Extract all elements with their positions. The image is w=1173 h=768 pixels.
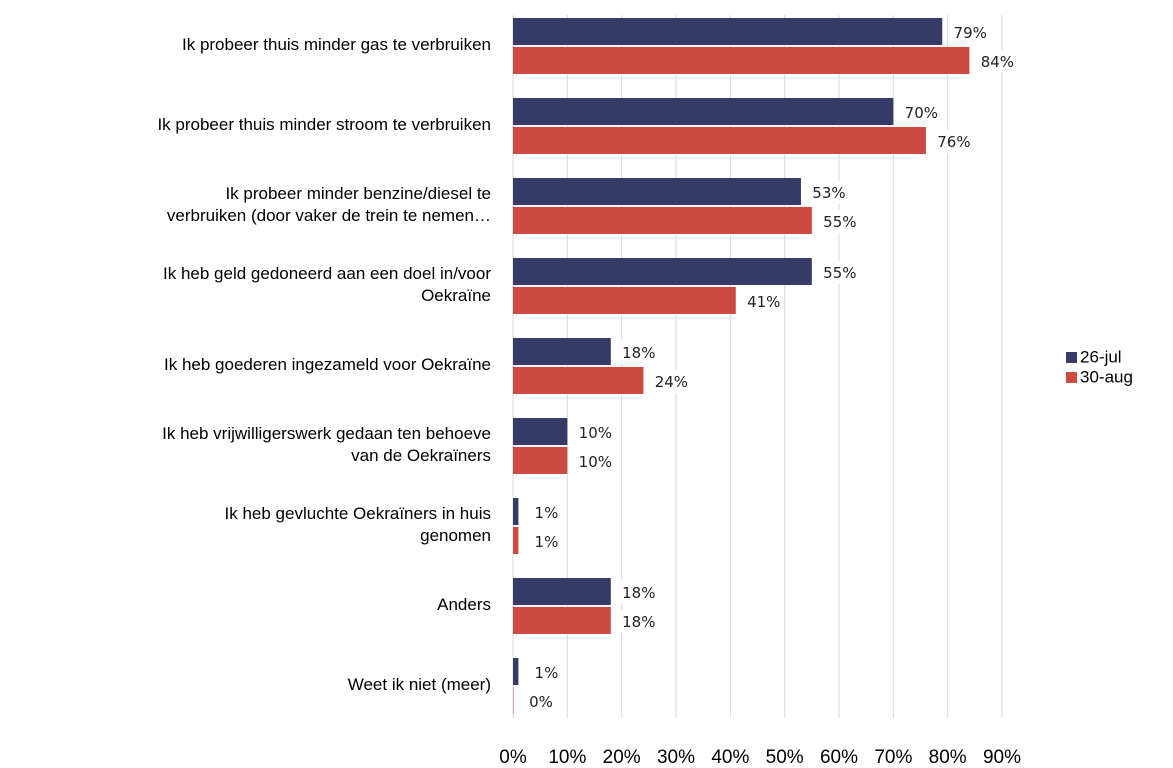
value-label: 55% (823, 264, 856, 282)
value-label-bg (902, 101, 941, 124)
value-label-bg (527, 501, 566, 524)
value-label-bg (820, 261, 859, 284)
category-label: Ik probeer thuis minder stroom te verbru… (157, 115, 491, 134)
category-label: Weet ik niet (meer) (348, 675, 491, 694)
value-label: 1% (535, 504, 559, 522)
value-label: 41% (747, 293, 780, 311)
bar (513, 687, 514, 714)
bar (513, 367, 644, 394)
value-label-bg (652, 370, 691, 393)
value-label: 10% (579, 453, 612, 471)
value-label: 79% (954, 24, 987, 42)
bar (513, 127, 926, 154)
value-label: 53% (812, 184, 845, 202)
bar (513, 178, 801, 205)
category-label: Anders (437, 595, 491, 614)
legend-label: 30-aug (1080, 367, 1133, 386)
bar (513, 658, 519, 685)
x-tick-label: 20% (603, 747, 641, 768)
bar (513, 287, 736, 314)
value-label-bg (576, 450, 615, 473)
x-tick-label: 90% (983, 747, 1021, 768)
bar (513, 258, 812, 285)
legend-label: 26-jul (1080, 347, 1122, 366)
x-tick-label: 0% (499, 747, 527, 768)
value-label-bg (820, 210, 859, 233)
value-label-bg (978, 50, 1017, 73)
value-label-bg (619, 610, 658, 633)
legend-swatch (1066, 352, 1077, 363)
category-label: Ik heb geld gedoneerd aan een doel in/vo… (163, 264, 491, 305)
bar (513, 338, 611, 365)
value-label-bg (527, 530, 566, 553)
x-tick-label: 10% (548, 747, 586, 768)
legend-swatch (1066, 372, 1077, 383)
category-label: Ik heb vrijwilligerswerk gedaan ten beho… (162, 424, 491, 465)
x-tick-label: 70% (874, 747, 912, 768)
x-tick-label: 30% (657, 747, 695, 768)
bar (513, 498, 519, 525)
bar (513, 527, 519, 554)
value-label: 76% (937, 133, 970, 151)
value-label: 1% (535, 664, 559, 682)
value-label: 0% (529, 693, 553, 711)
value-label: 10% (579, 424, 612, 442)
value-label-bg (809, 181, 848, 204)
value-label: 84% (981, 53, 1014, 71)
value-label: 18% (622, 613, 655, 631)
x-tick-label: 60% (820, 747, 858, 768)
value-label: 18% (622, 344, 655, 362)
value-label: 1% (535, 533, 559, 551)
value-label-bg (619, 341, 658, 364)
value-label: 18% (622, 584, 655, 602)
category-label: Ik probeer minder benzine/diesel te verbr… (167, 184, 491, 225)
bar (513, 98, 894, 125)
x-tick-label: 50% (766, 747, 804, 768)
bar (513, 607, 611, 634)
bar (513, 418, 568, 445)
bar (513, 447, 568, 474)
bar (513, 578, 611, 605)
bar (513, 47, 970, 74)
x-tick-label: 80% (929, 747, 967, 768)
value-label-bg (934, 130, 973, 153)
value-label-bg (576, 421, 615, 444)
category-label: Ik heb goederen ingezameld voor Oekraïne (164, 355, 491, 374)
value-label: 55% (823, 213, 856, 231)
value-label-bg (951, 21, 990, 44)
category-label: Ik probeer thuis minder gas te verbruike… (182, 35, 491, 54)
value-label: 24% (655, 373, 688, 391)
bar (513, 207, 812, 234)
value-label-bg (522, 690, 560, 713)
value-label-bg (619, 581, 658, 604)
value-label-bg (744, 290, 783, 313)
value-label: 70% (905, 104, 938, 122)
bar (513, 18, 943, 45)
value-label-bg (527, 661, 566, 684)
category-label: Ik heb gevluchte Oekraïners in huis genom… (225, 504, 491, 545)
x-tick-label: 40% (711, 747, 749, 768)
